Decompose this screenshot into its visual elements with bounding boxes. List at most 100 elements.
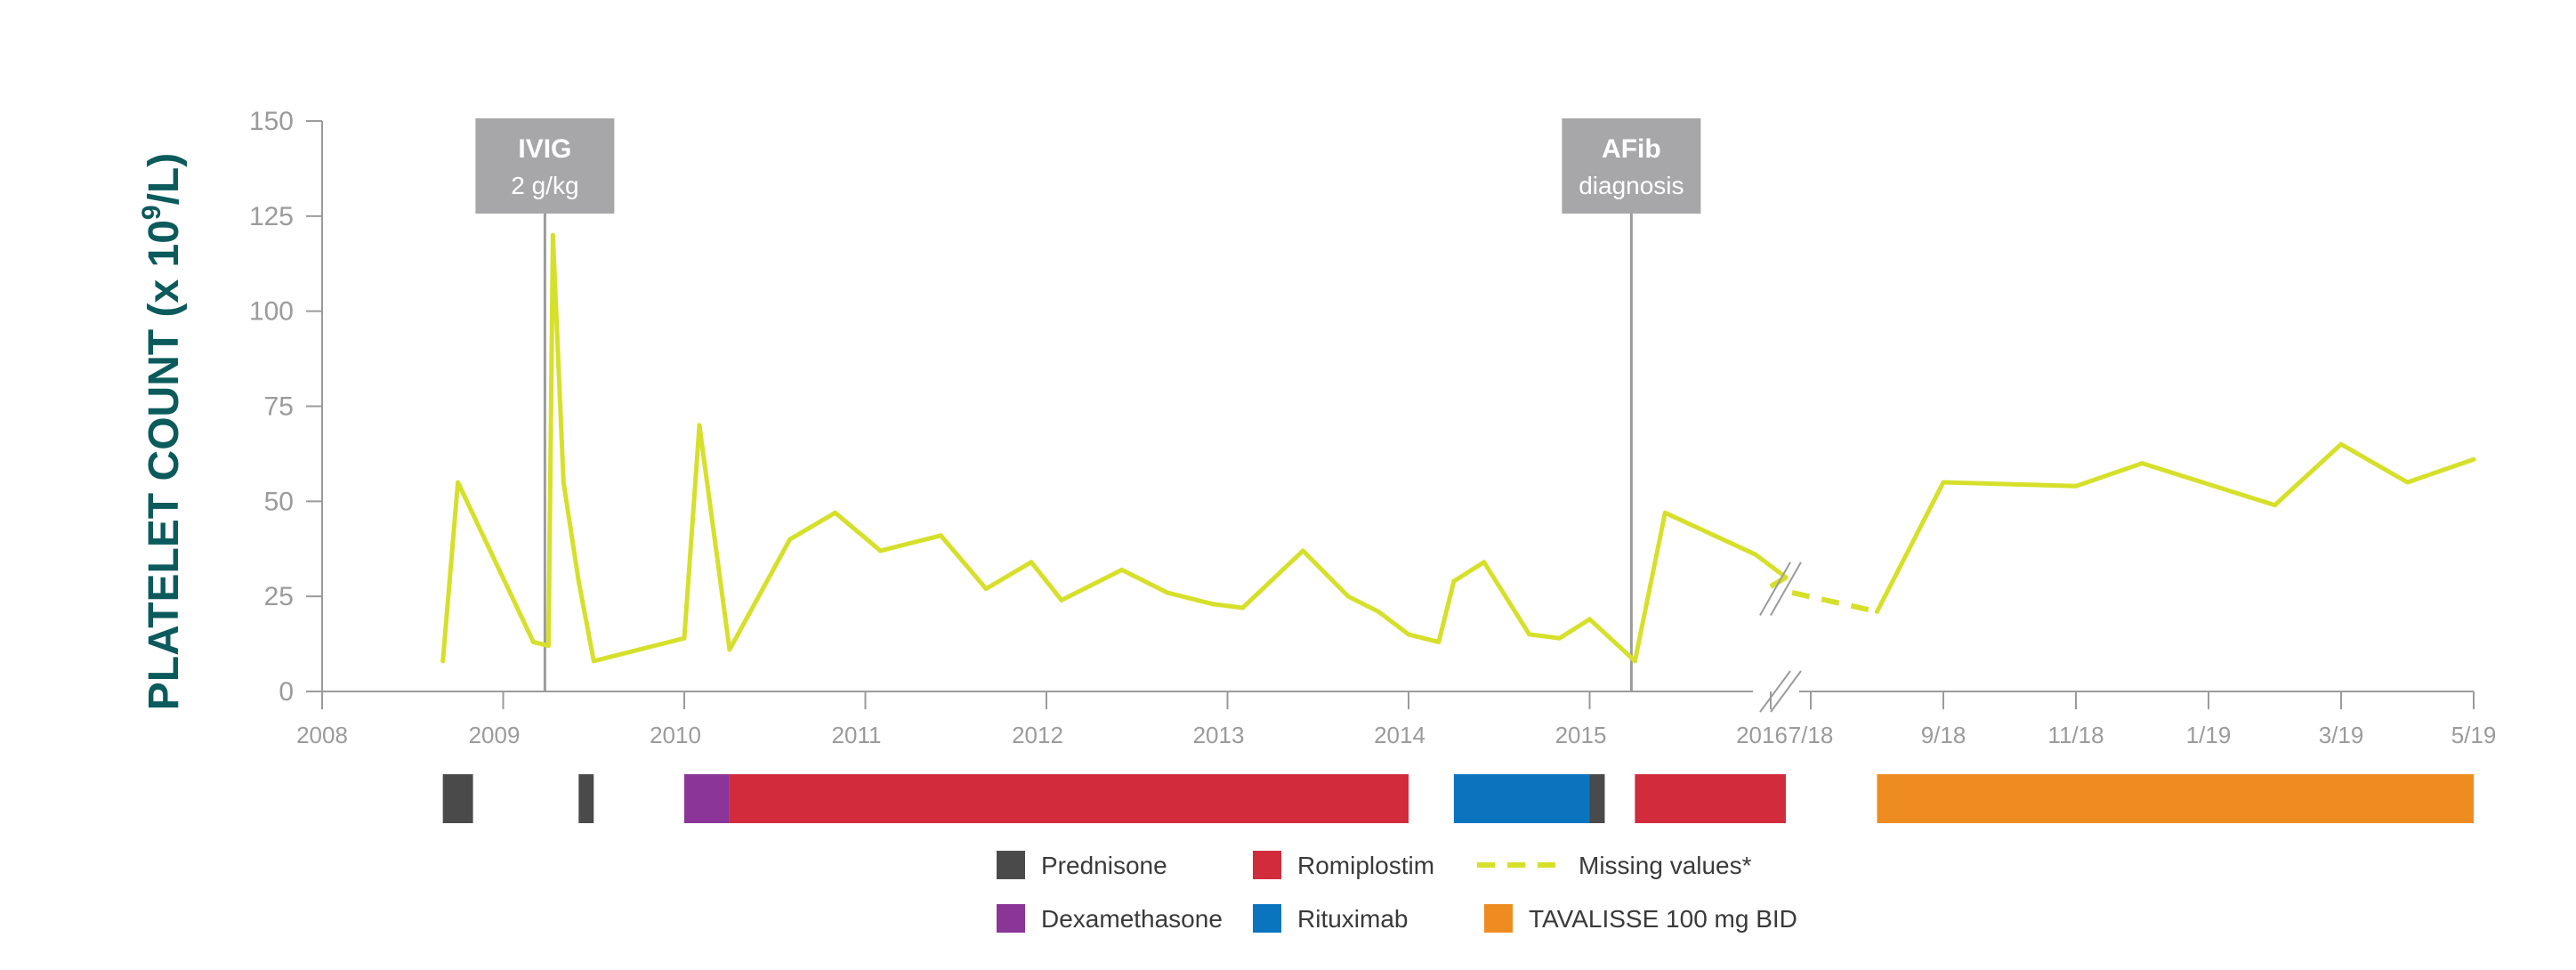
data-point — [1557, 635, 1563, 641]
data-point — [550, 232, 555, 238]
data-point — [2073, 483, 2079, 489]
y-tick-label: 75 — [264, 392, 294, 422]
treatment-bar-tavalisse-100-mg-bid — [1877, 774, 2475, 823]
data-point — [1587, 617, 1592, 622]
data-point — [1482, 560, 1487, 565]
y-axis-title: PLATELET COUNT (x 109/L) — [137, 153, 188, 710]
data-point — [1875, 609, 1880, 614]
y-tick-label: 150 — [249, 107, 294, 136]
data-point — [1345, 594, 1351, 599]
data-point — [1119, 567, 1125, 572]
event-title-ivig: IVIG — [518, 134, 571, 164]
legend-swatch-dexamethasone — [997, 904, 1025, 933]
event-subtitle-ivig: 2 g/kg — [511, 172, 578, 199]
data-point — [456, 480, 461, 485]
treatment-bar-romiplostim — [1635, 774, 1786, 823]
series-break-mark — [1770, 562, 1802, 617]
data-point — [727, 647, 732, 652]
legend-swatch-prednisone — [997, 851, 1025, 879]
legend-swatch-romiplostim — [1253, 851, 1281, 879]
missing-values-dashed-line — [1791, 589, 1878, 615]
series-line-1 — [440, 232, 1789, 664]
data-point — [697, 423, 702, 428]
y-tick-label: 25 — [264, 582, 294, 611]
x-tick-label: 2016 — [1736, 722, 1788, 748]
legend-label-dexamethasone: Dexamethasone — [1041, 905, 1223, 933]
data-point — [1753, 552, 1758, 557]
data-point — [1029, 560, 1034, 565]
data-point — [2140, 461, 2145, 466]
x-tick-label: 2011 — [832, 722, 882, 748]
legend: Prednisone Romiplostim Missing values* Dexa… — [997, 851, 1797, 933]
legend-label-tavalisse-100-mg-bid: TAVALISSE 100 mg BID — [1529, 905, 1797, 933]
treatment-bar-prednisone — [442, 774, 473, 823]
data-point — [2405, 480, 2410, 485]
data-point — [1406, 632, 1411, 637]
legend-label-missing-values: Missing values* — [1579, 852, 1752, 879]
data-point — [2338, 441, 2344, 447]
event-markers: IVIG 2 g/kg AFib diagnosis — [475, 118, 1701, 691]
data-point — [1527, 632, 1532, 637]
data-point — [1662, 510, 1668, 515]
data-point — [1165, 590, 1170, 595]
y-tick-label: 50 — [264, 487, 294, 516]
x-tick-label: 7/18 — [1789, 722, 1834, 748]
data-point — [938, 533, 943, 538]
legend-label-romiplostim: Romiplostim — [1297, 852, 1434, 879]
treatment-bars — [442, 774, 2475, 823]
x-tick-label: 3/19 — [2319, 722, 2364, 748]
data-point — [2273, 503, 2278, 508]
legend-label-rituximab: Rituximab — [1297, 905, 1408, 933]
data-point — [545, 643, 551, 649]
event-box-ivig — [475, 118, 615, 214]
event-box-afib — [1562, 118, 1701, 214]
data-point — [1300, 548, 1305, 554]
data-point — [591, 659, 596, 664]
data-point — [2471, 457, 2476, 462]
data-point — [787, 537, 793, 542]
x-tick-label: 2010 — [650, 722, 701, 748]
x-tick-label: 1/19 — [2186, 722, 2232, 748]
event-subtitle-afib: diagnosis — [1579, 172, 1684, 199]
data-point — [530, 639, 536, 644]
x-tick-label: 2015 — [1555, 722, 1607, 748]
data-point — [1240, 605, 1245, 610]
data-point — [440, 659, 446, 664]
series-break-mark — [1759, 562, 1791, 617]
data-point — [1436, 639, 1441, 644]
data-point — [1941, 480, 1946, 485]
x-tick-label: 2014 — [1374, 722, 1425, 748]
x-axis-break-mark — [1759, 670, 1791, 713]
x-axis-break-mark — [1770, 670, 1802, 713]
y-tick-label: 125 — [249, 202, 294, 231]
data-point — [1376, 609, 1381, 614]
axes: 0 25 50 75 100 125 150 2008 2009 2010 2011 2012 2013… — [249, 107, 2496, 748]
event-title-afib: AFib — [1602, 134, 1661, 164]
data-point — [1059, 597, 1064, 602]
treatment-bar-rituximab — [1453, 774, 1590, 823]
legend-swatch-rituximab — [1253, 904, 1281, 933]
x-tick-label: 5/19 — [2451, 722, 2497, 748]
y-axis-title-tail: /L) — [141, 153, 188, 206]
y-axis-title-main: PLATELET COUNT (x 10 — [141, 220, 188, 710]
x-tick-label: 9/18 — [1921, 722, 1966, 748]
legend-label-prednisone: Prednisone — [1041, 852, 1167, 879]
treatment-bar-prednisone — [578, 774, 594, 823]
x-tick-label: 2008 — [296, 722, 348, 748]
data-point — [1632, 659, 1637, 664]
data-point — [877, 548, 883, 554]
x-tick-label: 11/18 — [2047, 722, 2104, 748]
data-point — [561, 480, 566, 485]
y-tick-label: 100 — [249, 297, 294, 327]
x-tick-label: 2013 — [1193, 722, 1245, 748]
series-line-2 — [1875, 441, 2476, 614]
data-point — [833, 510, 838, 515]
data-point — [1451, 578, 1457, 584]
treatment-bar-prednisone — [1589, 774, 1605, 823]
x-tick-label: 2009 — [469, 722, 521, 748]
x-tick-label: 2012 — [1012, 722, 1063, 748]
missing-values-dashed-line — [1765, 575, 1788, 592]
data-series — [440, 232, 2476, 664]
